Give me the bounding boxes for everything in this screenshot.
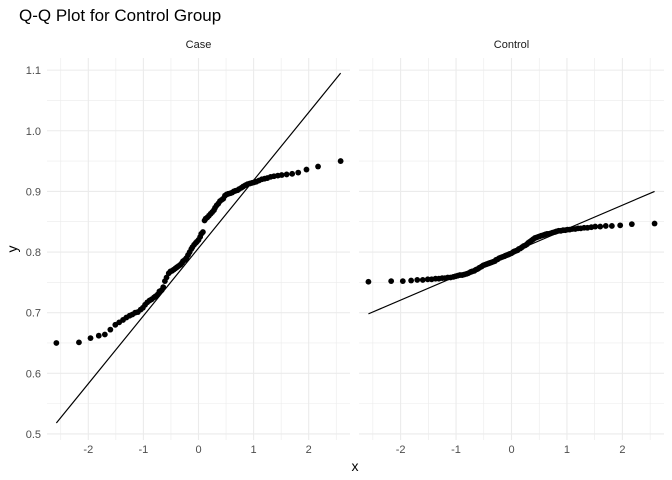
y-tick-label: 0.5 xyxy=(26,429,41,441)
case-data-point xyxy=(283,171,290,178)
case-data-point xyxy=(160,284,167,291)
control-data-point xyxy=(414,277,421,283)
y-tick-label: 1.0 xyxy=(26,126,41,138)
case-x-tick-label: -2 xyxy=(83,444,93,456)
control-data-point xyxy=(597,223,604,230)
case-marks xyxy=(53,72,344,424)
case-x-tick-labels: -2 -1 0 1 2 xyxy=(83,444,311,456)
panel-control: Control -2 -1 0 1 2 xyxy=(359,39,664,456)
case-data-point xyxy=(295,169,302,176)
case-x-tick-label: -1 xyxy=(139,444,149,456)
control-data-point xyxy=(388,278,395,285)
y-tick-label: 0.7 xyxy=(26,308,41,320)
x-axis-title: x xyxy=(352,458,359,474)
case-data-point xyxy=(53,340,60,346)
case-x-tick-label: 2 xyxy=(306,444,312,456)
control-data-point xyxy=(608,223,615,229)
case-data-point xyxy=(289,170,296,177)
case-data-point xyxy=(278,172,285,178)
panel-case: Case -2 -1 0 1 2 xyxy=(47,39,350,456)
case-x-tick-label: 0 xyxy=(195,444,201,456)
control-data-point xyxy=(419,277,426,283)
control-x-tick-label: 1 xyxy=(564,444,570,456)
case-data-point xyxy=(95,332,102,339)
control-x-tick-label: -1 xyxy=(451,444,461,456)
y-tick-label: 1.1 xyxy=(26,65,41,77)
control-data-point xyxy=(365,278,372,285)
case-data-point xyxy=(303,166,310,173)
strip-label-control: Control xyxy=(494,39,529,51)
control-data-point xyxy=(602,223,609,229)
case-data-point xyxy=(76,339,82,346)
y-tick-label: 0.6 xyxy=(26,368,41,380)
case-x-tick-label: 1 xyxy=(251,444,257,456)
control-x-tick-label: 2 xyxy=(619,444,625,456)
case-data-point xyxy=(87,335,94,342)
control-data-point xyxy=(651,220,658,227)
control-data-point xyxy=(399,278,406,285)
case-data-point xyxy=(107,326,114,333)
case-data-point xyxy=(101,331,108,338)
control-x-tick-label: -2 xyxy=(396,444,406,456)
control-gridlines xyxy=(359,58,664,440)
control-data-point xyxy=(592,223,599,230)
control-data-point xyxy=(617,222,624,229)
case-data-point xyxy=(200,229,206,235)
case-data-point xyxy=(337,158,344,164)
control-x-tick-label: 0 xyxy=(508,444,514,456)
case-gridlines xyxy=(47,58,350,440)
control-marks xyxy=(365,190,658,315)
case-reference-line xyxy=(55,72,342,424)
y-tick-label: 0.8 xyxy=(26,247,41,259)
control-x-tick-labels: -2 -1 0 1 2 xyxy=(396,444,626,456)
control-data-point xyxy=(408,277,415,284)
strip-label-case: Case xyxy=(186,39,212,51)
y-tick-labels: 0.5 0.6 0.7 0.8 0.9 1.0 1.1 xyxy=(26,65,41,441)
y-axis-title: y xyxy=(4,246,20,253)
chart-title: Q-Q Plot for Control Group xyxy=(19,6,221,25)
case-data-point xyxy=(315,163,321,170)
control-data-point xyxy=(628,221,635,228)
y-tick-label: 0.9 xyxy=(26,186,41,198)
